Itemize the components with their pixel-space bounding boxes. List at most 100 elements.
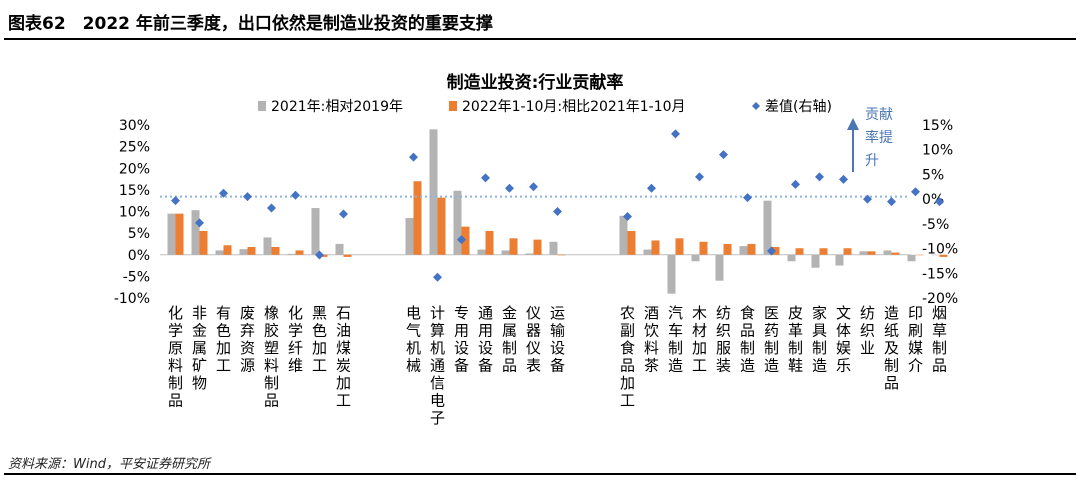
left-tick-label: -10% bbox=[114, 291, 150, 307]
legend-swatch bbox=[449, 101, 457, 111]
bar-2021 bbox=[549, 241, 558, 255]
category-label: 农副食品加工 bbox=[620, 304, 635, 410]
category-label: 非金属矿物 bbox=[192, 304, 207, 392]
bar-2021 bbox=[239, 249, 248, 255]
bar-2021 bbox=[215, 250, 224, 255]
bar-2022 bbox=[533, 239, 542, 255]
bar-2022 bbox=[627, 230, 636, 255]
bar-2021 bbox=[859, 251, 868, 255]
bar-2021 bbox=[715, 254, 724, 281]
bar-2021 bbox=[453, 190, 462, 255]
bar-2022 bbox=[413, 181, 422, 255]
bar-2022 bbox=[437, 197, 446, 255]
category-label: 印刷媒介 bbox=[908, 304, 923, 375]
diff-point bbox=[433, 272, 442, 282]
bar-2021 bbox=[405, 217, 414, 255]
category-label: 木材加工 bbox=[692, 304, 707, 375]
category-label: 金属制品 bbox=[502, 304, 517, 375]
right-tick-label: 5% bbox=[922, 167, 944, 183]
annotation: 贡献率提升 bbox=[847, 107, 893, 172]
category-label: 橡胶塑料制品 bbox=[264, 304, 279, 410]
diff-point bbox=[887, 197, 896, 207]
diff-point bbox=[767, 246, 776, 256]
left-tick-label: 10% bbox=[119, 205, 150, 221]
category-label: 纺织业 bbox=[860, 304, 875, 357]
diff-point bbox=[815, 172, 824, 182]
bar-2021 bbox=[501, 250, 510, 255]
bar-2021 bbox=[691, 254, 700, 262]
category-label: 汽车制造 bbox=[668, 304, 683, 375]
bar-2022 bbox=[509, 238, 518, 255]
bar-2022 bbox=[939, 254, 948, 257]
category-label: 纺织服装 bbox=[716, 304, 731, 375]
bar-2022 bbox=[271, 246, 280, 255]
diff-point bbox=[647, 183, 656, 193]
bar-2022 bbox=[891, 252, 900, 255]
left-tick-label: 20% bbox=[119, 161, 150, 177]
left-tick-label: 15% bbox=[119, 183, 150, 199]
diff-point bbox=[863, 194, 872, 204]
diff-point bbox=[219, 188, 228, 198]
diff-point bbox=[935, 197, 944, 207]
annotation-arrow-head bbox=[847, 118, 859, 130]
annotation-text: 贡献率提升 bbox=[865, 107, 893, 169]
bar-2022 bbox=[485, 230, 494, 255]
diff-point bbox=[695, 172, 704, 182]
diff-point bbox=[409, 152, 418, 162]
bar-2021 bbox=[477, 249, 486, 255]
bar-2021 bbox=[811, 254, 820, 268]
bar-2022 bbox=[651, 240, 660, 255]
diff-point bbox=[195, 218, 204, 228]
left-tick-label: 5% bbox=[128, 226, 150, 242]
diff-point bbox=[243, 192, 252, 202]
category-label: 造纸及制品 bbox=[884, 304, 899, 392]
diff-point bbox=[623, 211, 632, 221]
bar-2022 bbox=[843, 248, 852, 255]
bar-2021 bbox=[191, 210, 200, 255]
left-tick-label: 30% bbox=[119, 118, 150, 134]
category-label: 通用设备 bbox=[478, 304, 493, 375]
bar-2021 bbox=[763, 200, 772, 255]
bar-2021 bbox=[667, 254, 676, 294]
bar-2021 bbox=[335, 243, 344, 255]
right-tick-label: -20% bbox=[922, 291, 958, 307]
figure-header: 图表62 2022 年前三季度，出口依然是制造业投资的重要支撑 bbox=[0, 0, 1080, 40]
bar-2022 bbox=[175, 213, 184, 255]
right-tick-label: -10% bbox=[922, 242, 958, 258]
left-tick-label: 0% bbox=[128, 248, 150, 264]
category-label: 专用设备 bbox=[454, 304, 469, 375]
legend-marker bbox=[752, 102, 760, 110]
bar-2021 bbox=[739, 246, 748, 255]
bar-2022 bbox=[819, 248, 828, 255]
diff-point bbox=[671, 129, 680, 139]
bar-2022 bbox=[557, 254, 566, 256]
category-label: 皮革制鞋 bbox=[788, 304, 803, 375]
category-label: 运输设备 bbox=[550, 304, 565, 375]
bar-2022 bbox=[295, 250, 304, 255]
chart-area: 制造业投资:行业贡献率 2021年:相对2019年 2022年1-10月:相比202… bbox=[114, 72, 958, 427]
bar-2022 bbox=[795, 248, 804, 255]
category-label: 石油煤炭加工 bbox=[336, 304, 351, 410]
diff-point bbox=[791, 179, 800, 189]
category-label: 酒饮料茶 bbox=[644, 304, 659, 375]
bar-2022 bbox=[675, 238, 684, 255]
bar-2022 bbox=[723, 243, 732, 255]
diff-point bbox=[505, 183, 514, 193]
bar-2021 bbox=[883, 250, 892, 255]
diff-point bbox=[267, 203, 276, 213]
diff-point bbox=[315, 250, 324, 260]
right-tick-label: 15% bbox=[922, 118, 953, 134]
bottom-rule bbox=[4, 473, 1076, 475]
bar-2021 bbox=[429, 129, 438, 255]
left-tick-label: -5% bbox=[123, 269, 150, 285]
category-label: 仪器仪表 bbox=[526, 304, 541, 375]
diff-point bbox=[457, 235, 466, 245]
bar-2021 bbox=[311, 208, 320, 255]
bar-2021 bbox=[907, 254, 916, 262]
bar-2021 bbox=[167, 213, 176, 255]
source-note: 资料来源：Wind，平安证券研究所 bbox=[8, 457, 210, 472]
legend: 2021年:相对2019年 2022年1-10月:相比2021年1-10月 差值(右… bbox=[258, 99, 832, 115]
diff-point bbox=[911, 187, 920, 197]
bar-2022 bbox=[319, 254, 328, 257]
bar-2021 bbox=[835, 254, 844, 266]
